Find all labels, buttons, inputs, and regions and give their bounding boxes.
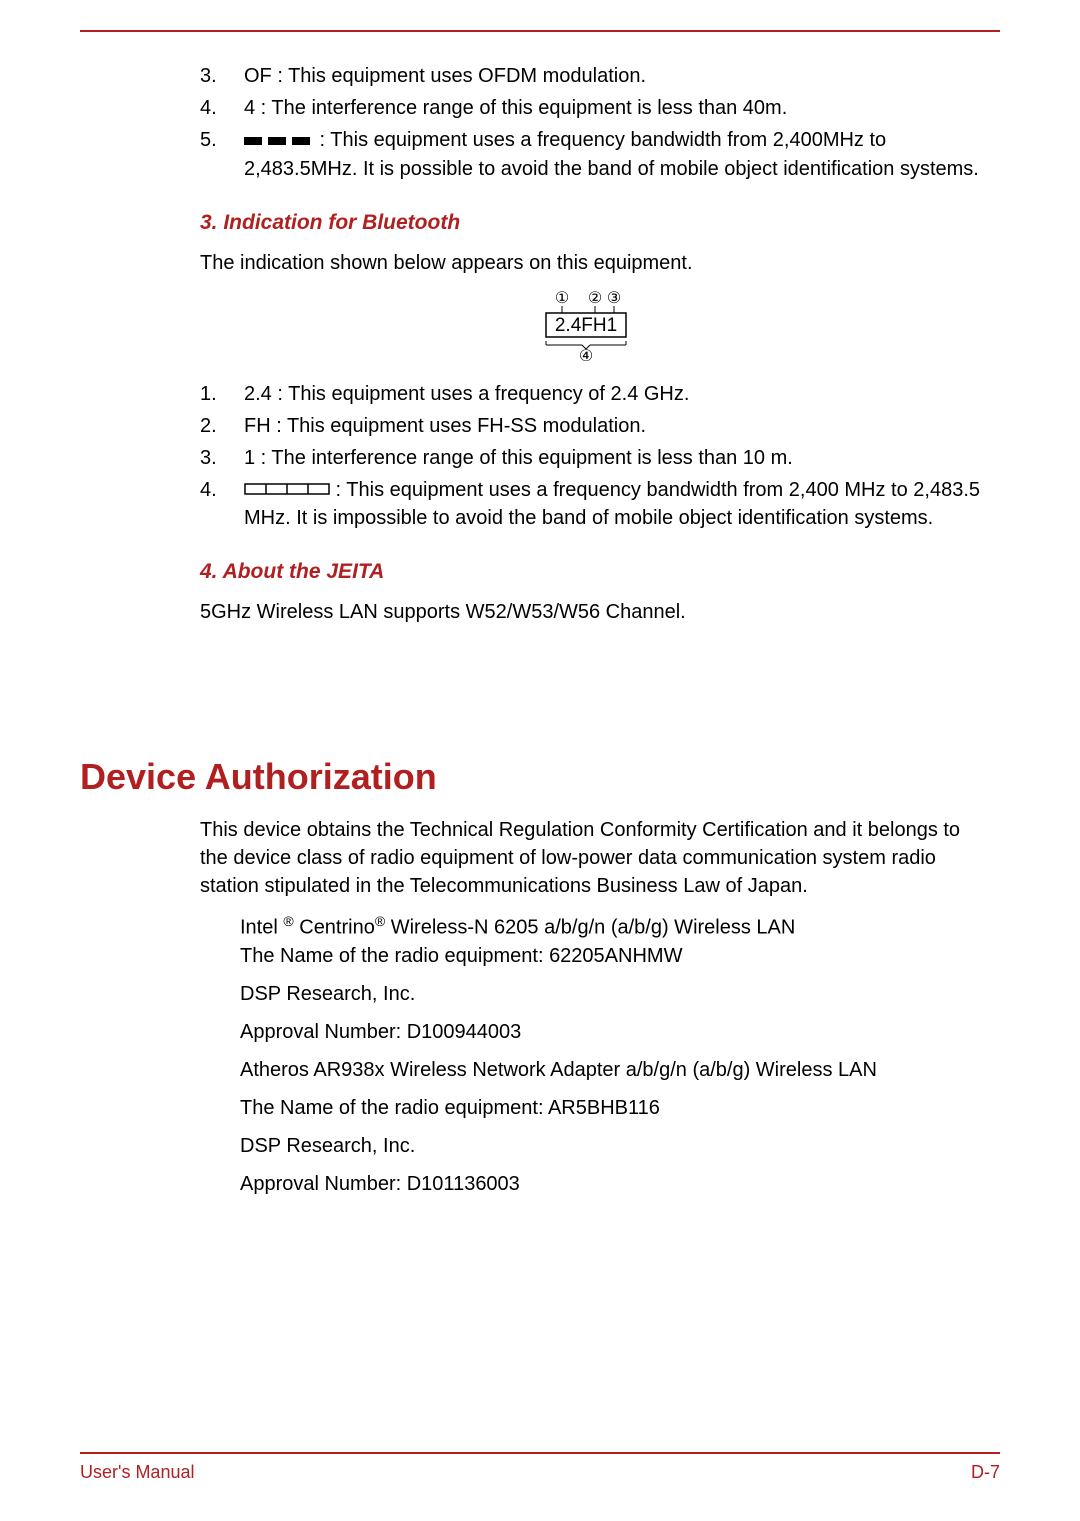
list-text: : This equipment uses a frequency bandwi… (244, 126, 990, 183)
page-footer: User's Manual D-7 (80, 1452, 1000, 1483)
list-number: 3. (200, 444, 244, 472)
text-fragment: Centrino (294, 917, 375, 939)
device-auth-line: Approval Number: D101136003 (240, 1170, 990, 1198)
list-number: 2. (200, 412, 244, 440)
bluetooth-diagram: ① ② ③ 2.4FH1 ④ (200, 289, 990, 366)
list1-item-4: 4. 4 : The interference range of this eq… (200, 94, 990, 122)
device-auth-line: Intel ® Centrino® Wireless-N 6205 a/b/g/… (240, 912, 990, 970)
list-text-after: : This equipment uses a frequency bandwi… (244, 129, 979, 180)
list1-item-5: 5. : This equipment uses a frequency ban… (200, 126, 990, 183)
section4-para: 5GHz Wireless LAN supports W52/W53/W56 C… (200, 598, 990, 626)
device-auth-line: DSP Research, Inc. (240, 1132, 990, 1160)
section3-item-4: 4. : This equipment uses a frequency ban… (200, 476, 990, 533)
subheading-jeita: 4. About the JEITA (200, 560, 990, 584)
text-fragment: Wireless-N 6205 a/b/g/n (a/b/g) Wireless… (385, 917, 795, 939)
list1-item-3: 3. OF : This equipment uses OFDM modulat… (200, 62, 990, 90)
device-auth-line: DSP Research, Inc. (240, 980, 990, 1008)
device-auth-line: Atheros AR938x Wireless Network Adapter … (240, 1056, 990, 1084)
list-text: OF : This equipment uses OFDM modulation… (244, 62, 990, 90)
section3-item-3: 3. 1 : The interference range of this eq… (200, 444, 990, 472)
list-text-after: : This equipment uses a frequency bandwi… (244, 479, 980, 530)
device-auth-intro: This device obtains the Technical Regula… (200, 816, 990, 900)
section3-item-2: 2. FH : This equipment uses FH-SS modula… (200, 412, 990, 440)
list-text: 1 : The interference range of this equip… (244, 444, 990, 472)
list-text: 2.4 : This equipment uses a frequency of… (244, 380, 990, 408)
heading-device-authorization: Device Authorization (80, 756, 1000, 798)
device-auth-line: The Name of the radio equipment: AR5BHB1… (240, 1094, 990, 1122)
hollow-bars-icon (244, 476, 330, 504)
svg-text:③: ③ (607, 290, 621, 307)
footer-left: User's Manual (80, 1462, 194, 1483)
svg-text:④: ④ (579, 348, 593, 361)
list-text: : This equipment uses a frequency bandwi… (244, 476, 990, 533)
svg-text:①: ① (555, 290, 569, 307)
list-number: 4. (200, 476, 244, 533)
registered-icon: ® (375, 913, 385, 929)
filled-bars-icon (244, 127, 314, 155)
section3-item-1: 1. 2.4 : This equipment uses a frequency… (200, 380, 990, 408)
footer-right: D-7 (971, 1462, 1000, 1483)
footer-rule (80, 1452, 1000, 1454)
device-auth-line: Approval Number: D100944003 (240, 1018, 990, 1046)
registered-icon: ® (283, 913, 293, 929)
svg-text:2.4FH1: 2.4FH1 (555, 315, 617, 336)
top-rule (80, 30, 1000, 32)
list-number: 1. (200, 380, 244, 408)
text-fragment: The Name of the radio equipment: 62205AN… (240, 945, 682, 967)
list-text: FH : This equipment uses FH-SS modulatio… (244, 412, 990, 440)
list-number: 5. (200, 126, 244, 183)
svg-text:②: ② (588, 290, 602, 307)
list-number: 4. (200, 94, 244, 122)
section3-intro: The indication shown below appears on th… (200, 249, 990, 277)
text-fragment: Intel (240, 917, 283, 939)
list-text: 4 : The interference range of this equip… (244, 94, 990, 122)
device-auth-details: Intel ® Centrino® Wireless-N 6205 a/b/g/… (240, 912, 990, 1198)
subheading-bluetooth: 3. Indication for Bluetooth (200, 211, 990, 235)
list-number: 3. (200, 62, 244, 90)
